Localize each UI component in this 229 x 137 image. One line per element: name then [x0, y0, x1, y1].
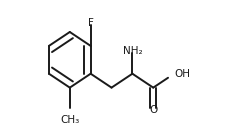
Text: F: F — [87, 18, 93, 28]
Text: CH₃: CH₃ — [60, 115, 79, 125]
Text: NH₂: NH₂ — [122, 46, 142, 56]
Text: O: O — [148, 105, 157, 115]
Text: OH: OH — [173, 69, 189, 79]
